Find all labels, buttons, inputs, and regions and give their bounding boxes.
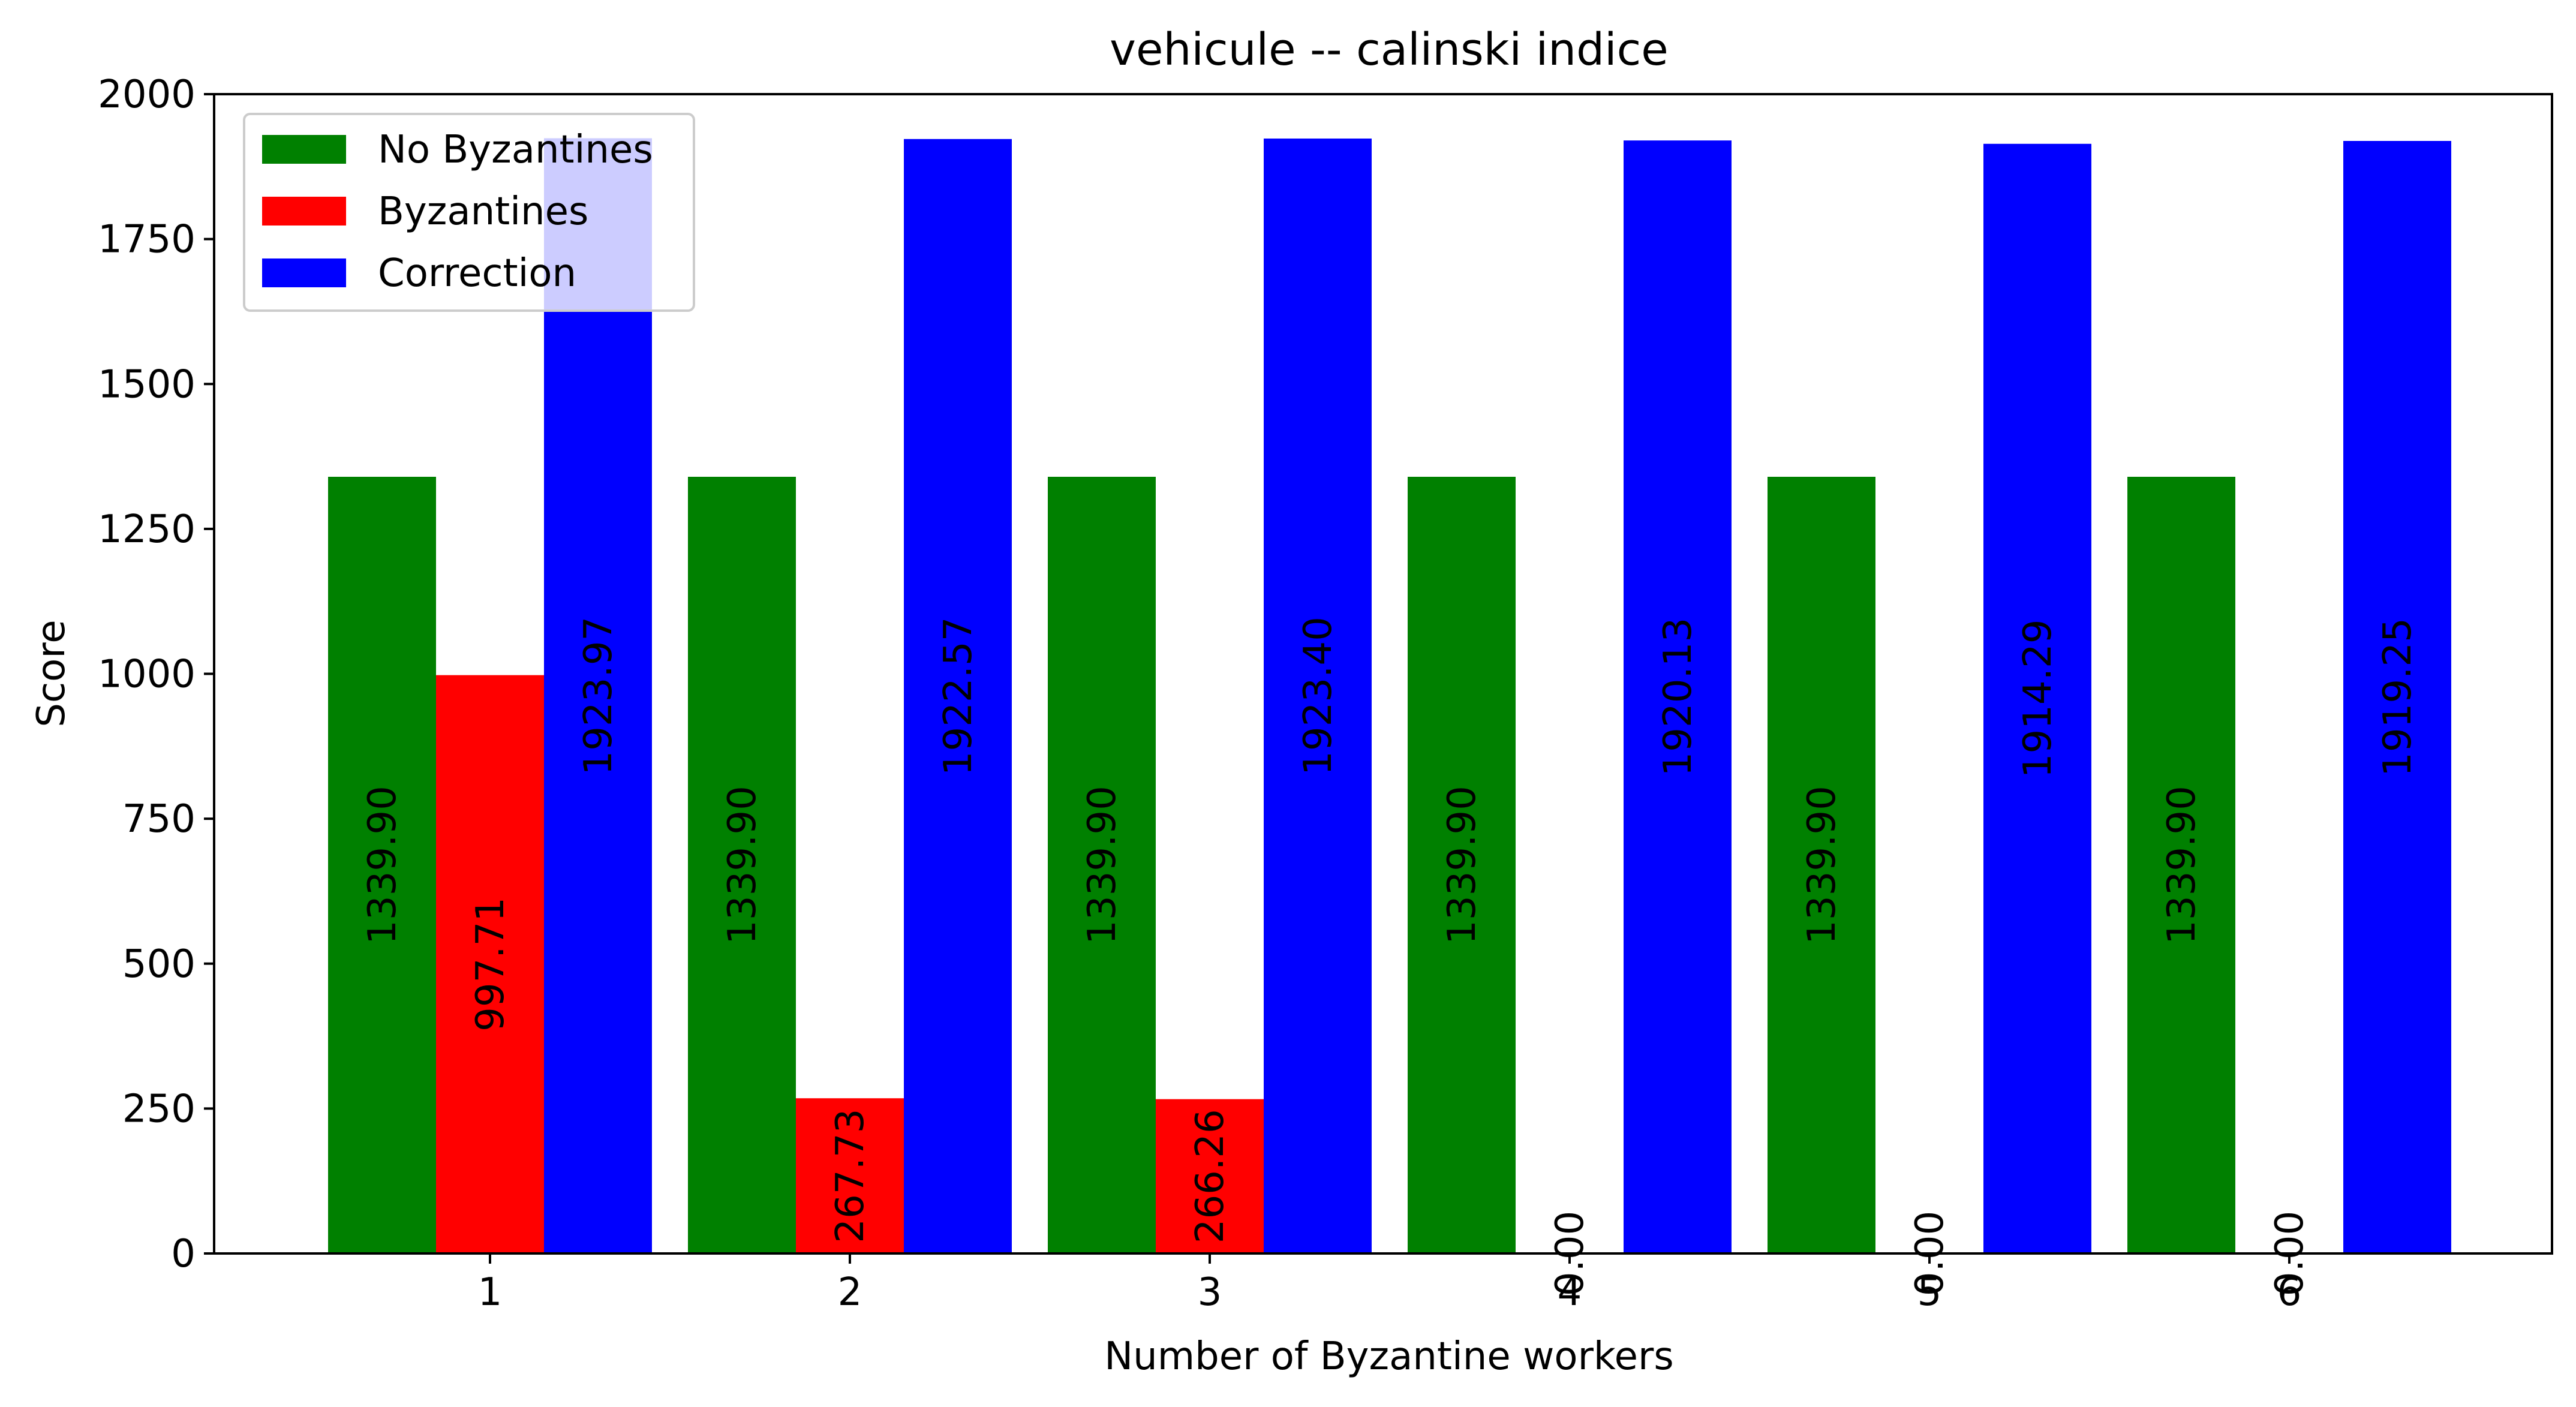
y-axis: 0 250 500 750 1000 1250 1500 1750 2000: [98, 73, 214, 1276]
legend-swatch-no-byzantines: [262, 135, 346, 164]
bar-labels-layer: 1339.90 1339.90 1339.90 1339.90 1339.90 1339.…: [360, 617, 2420, 1296]
bar-correction-2: [904, 139, 1012, 1253]
y-tick-label: 1750: [98, 218, 196, 262]
bar-correction-3: [1264, 139, 1372, 1253]
bar-value-label: 1920.13: [1656, 618, 1700, 777]
y-tick-label: 1000: [98, 653, 196, 697]
y-tick-label: 250: [122, 1087, 196, 1131]
bar-value-label: 1339.90: [360, 786, 405, 945]
bar-value-label: 266.26: [1188, 1109, 1233, 1243]
bar-no-byzantines-1: [328, 477, 436, 1253]
legend-swatch-correction: [262, 258, 346, 287]
bar-no-byzantines-3: [1048, 477, 1156, 1253]
bar-value-label: 1339.90: [1080, 786, 1125, 945]
bar-byzantines-1: [436, 675, 544, 1253]
x-tick-label: 2: [838, 1270, 862, 1315]
legend-label: No Byzantines: [378, 128, 653, 172]
bar-correction-1: [544, 138, 652, 1253]
bar-value-label: 1923.40: [1296, 617, 1340, 775]
bar-no-byzantines-6: [2127, 477, 2235, 1253]
x-tick-label: 6: [2277, 1270, 2302, 1315]
y-tick-label: 0: [171, 1232, 196, 1276]
y-tick-label: 500: [122, 942, 196, 987]
bar-value-label: 997.71: [468, 897, 513, 1032]
bar-value-label: 1919.25: [2376, 618, 2420, 777]
bar-value-label: 267.73: [828, 1109, 873, 1243]
bar-value-label: 1339.90: [1440, 786, 1484, 945]
chart-title: vehicule -- calinski indice: [1110, 24, 1669, 76]
bars-layer: [328, 138, 2451, 1254]
y-tick-label: 1500: [98, 362, 196, 407]
bar-value-label: 1339.90: [2160, 786, 2204, 945]
bar-value-label: 1914.29: [2016, 620, 2060, 778]
bar-byzantines-2: [796, 1098, 904, 1253]
bar-byzantines-3: [1156, 1099, 1264, 1253]
y-tick-label: 2000: [98, 73, 196, 117]
x-tick-label: 1: [478, 1270, 503, 1315]
x-axis: 1 2 3 4 5 6: [478, 1253, 2302, 1315]
bar-value-label: 1923.97: [576, 617, 621, 775]
bar-value-label: 1339.90: [720, 786, 765, 945]
x-tick-label: 5: [1917, 1270, 1942, 1315]
bar-correction-4: [1624, 140, 1732, 1254]
bar-no-byzantines-2: [688, 477, 796, 1253]
bar-correction-5: [1983, 143, 2091, 1253]
legend-label: Correction: [378, 251, 576, 296]
legend-swatch-byzantines: [262, 197, 346, 226]
bar-value-label: 1339.90: [1800, 786, 1844, 945]
legend-box: [243, 113, 695, 312]
legend: No Byzantines Byzantines Correction: [243, 113, 695, 312]
y-tick-label: 750: [122, 797, 196, 841]
bar-no-byzantines-4: [1408, 477, 1516, 1253]
x-tick-label: 3: [1198, 1270, 1222, 1315]
bar-value-label: 1922.57: [936, 617, 981, 776]
bar-correction-6: [2343, 141, 2451, 1253]
x-tick-label: 4: [1558, 1270, 1582, 1315]
y-tick-label: 1250: [98, 507, 196, 552]
bar-no-byzantines-5: [1768, 477, 1875, 1253]
legend-label: Byzantines: [378, 190, 588, 234]
x-axis-label: Number of Byzantine workers: [1104, 1334, 1673, 1379]
y-axis-label: Score: [29, 620, 74, 727]
